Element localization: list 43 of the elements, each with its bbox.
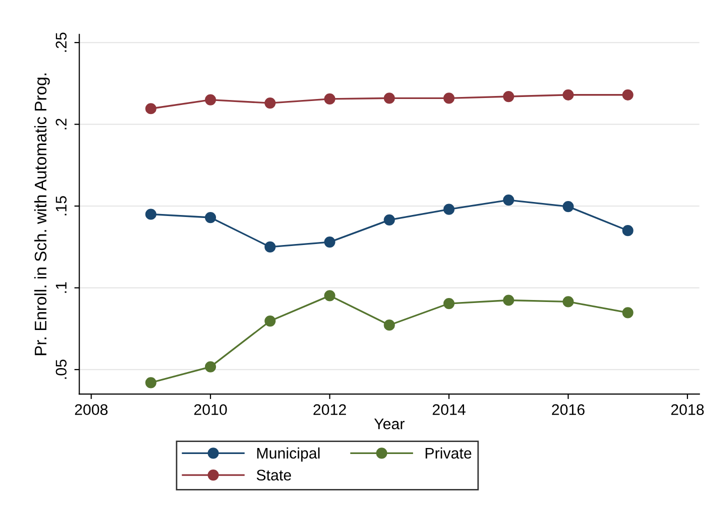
point [145, 103, 156, 114]
point [622, 225, 634, 236]
point [384, 320, 395, 331]
point [503, 194, 514, 206]
point [622, 307, 634, 318]
point [443, 92, 455, 104]
point [503, 90, 514, 102]
point [145, 208, 156, 220]
x-tick-label: 2012 [313, 404, 346, 416]
x-tick-label: 2014 [432, 404, 466, 416]
point [384, 92, 395, 104]
point [443, 298, 455, 310]
point [145, 377, 156, 388]
y-axis-title: Pr. Enroll. in Sch. with Automatic Prog. [34, 74, 50, 356]
point [264, 315, 276, 327]
point [324, 93, 336, 105]
point [264, 98, 276, 109]
point [443, 204, 455, 215]
point [384, 214, 395, 226]
y-tick-label: .15 [56, 196, 67, 216]
point [562, 89, 574, 100]
y-tick-label: .05 [56, 360, 67, 379]
x-tick-label: 2016 [552, 404, 585, 416]
y-tick-label: .1 [56, 282, 66, 293]
x-axis-title: Year [374, 418, 405, 430]
point [324, 290, 336, 302]
point [562, 296, 574, 308]
point [204, 212, 216, 224]
point [204, 361, 216, 372]
legend-label: State [256, 470, 292, 481]
point [204, 94, 216, 106]
point [562, 201, 574, 212]
point [264, 241, 276, 253]
point [503, 294, 514, 306]
legend-label: Private [426, 447, 472, 459]
x-tick-label: 2018 [671, 404, 704, 416]
legend-label: Municipal [257, 447, 320, 462]
point [324, 236, 336, 248]
x-tick-label: 2008 [75, 404, 108, 416]
y-tick-label: .25 [56, 32, 67, 52]
x-tick-label: 2010 [194, 404, 227, 416]
y-tick-label: .2 [56, 118, 66, 130]
point [622, 89, 634, 100]
